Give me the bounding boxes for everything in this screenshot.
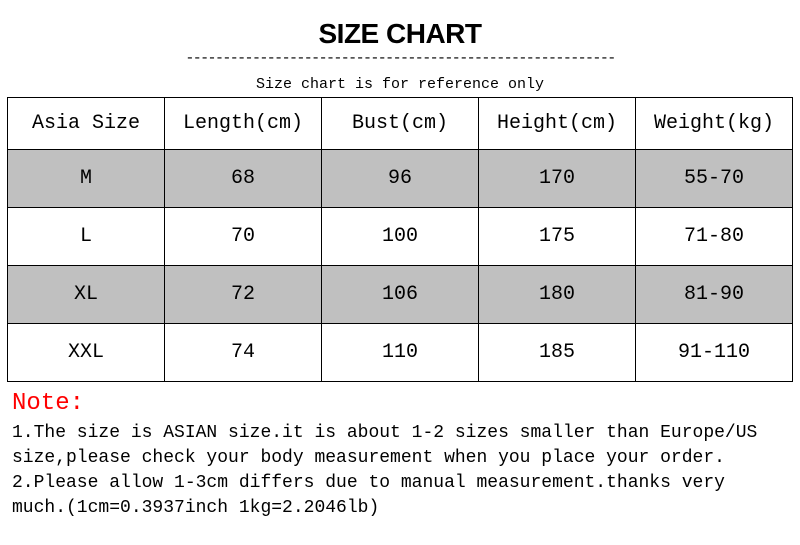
note-title: Note: <box>12 390 85 417</box>
header-cell: Length(cm) <box>164 97 322 150</box>
cell: XL <box>7 265 165 324</box>
table-header-row: Asia Size Length(cm) Bust(cm) Height(cm)… <box>7 97 793 150</box>
note-line: much.(1cm=0.3937inch 1kg=2.2046lb) <box>12 498 380 518</box>
table-row: L 70 100 175 71-80 <box>7 207 793 266</box>
header-cell: Height(cm) <box>478 97 636 150</box>
cell: 55-70 <box>635 149 793 208</box>
page-title: SIZE CHART <box>318 18 483 49</box>
cell: 81-90 <box>635 265 793 324</box>
cell: 180 <box>478 265 636 324</box>
cell: 110 <box>321 323 479 382</box>
cell: XXL <box>7 323 165 382</box>
note-line: 2.Please allow 1-3cm differs due to manu… <box>12 473 725 493</box>
header-cell: Asia Size <box>7 97 165 150</box>
size-table: Asia Size Length(cm) Bust(cm) Height(cm)… <box>7 97 793 382</box>
cell: M <box>7 149 165 208</box>
header-cell: Weight(kg) <box>635 97 793 150</box>
cell: 96 <box>321 149 479 208</box>
note-line: size,please check your body measurement … <box>12 448 725 468</box>
cell: 68 <box>164 149 322 208</box>
cell: 170 <box>478 149 636 208</box>
cell: 106 <box>321 265 479 324</box>
cell: 175 <box>478 207 636 266</box>
divider: ----------------------------------------… <box>185 50 616 67</box>
cell: 91-110 <box>635 323 793 382</box>
table-row: M 68 96 170 55-70 <box>7 149 793 208</box>
cell: 74 <box>164 323 322 382</box>
cell: 72 <box>164 265 322 324</box>
cell: 71-80 <box>635 207 793 266</box>
cell: 70 <box>164 207 322 266</box>
table-row: XL 72 106 180 81-90 <box>7 265 793 324</box>
note-line: 1.The size is ASIAN size.it is about 1-2… <box>12 423 758 443</box>
table-row: XXL 74 110 185 91-110 <box>7 323 793 382</box>
header-cell: Bust(cm) <box>321 97 479 150</box>
note-text: 1.The size is ASIAN size.it is about 1-2… <box>12 421 800 521</box>
cell: 185 <box>478 323 636 382</box>
cell: L <box>7 207 165 266</box>
subtitle: Size chart is for reference only <box>255 76 545 93</box>
cell: 100 <box>321 207 479 266</box>
